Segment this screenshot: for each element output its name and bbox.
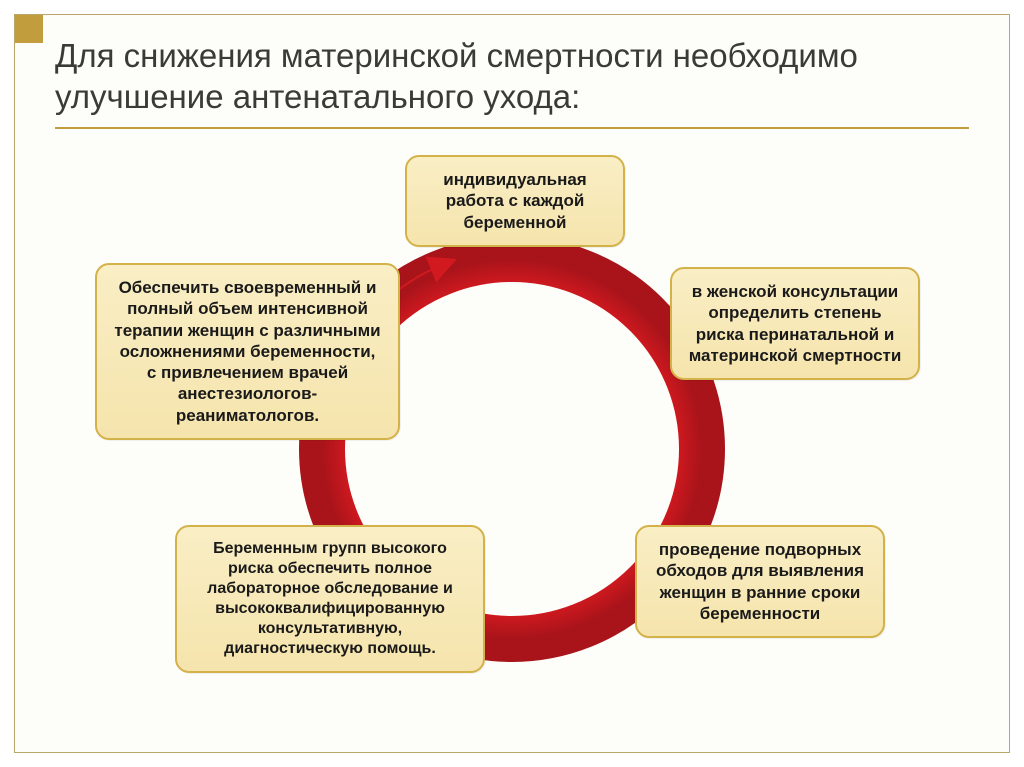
slide-title: Для снижения материнской смертности необ… xyxy=(55,35,969,118)
title-underline xyxy=(55,127,969,129)
slide-frame: Для снижения материнской смертности необ… xyxy=(14,14,1010,753)
cycle-node-5: Обеспечить своевременный и полный объем … xyxy=(95,263,400,440)
cycle-node-1: индивидуальная работа с каждой беременно… xyxy=(405,155,625,247)
corner-accent xyxy=(15,15,43,43)
cycle-node-3: проведение подворных обходов для выявлен… xyxy=(635,525,885,638)
cycle-node-4: Беременным групп высокого риска обеспечи… xyxy=(175,525,485,673)
cycle-diagram: индивидуальная работа с каждой беременно… xyxy=(15,145,1009,752)
cycle-node-2: в женской консультации определить степен… xyxy=(670,267,920,380)
